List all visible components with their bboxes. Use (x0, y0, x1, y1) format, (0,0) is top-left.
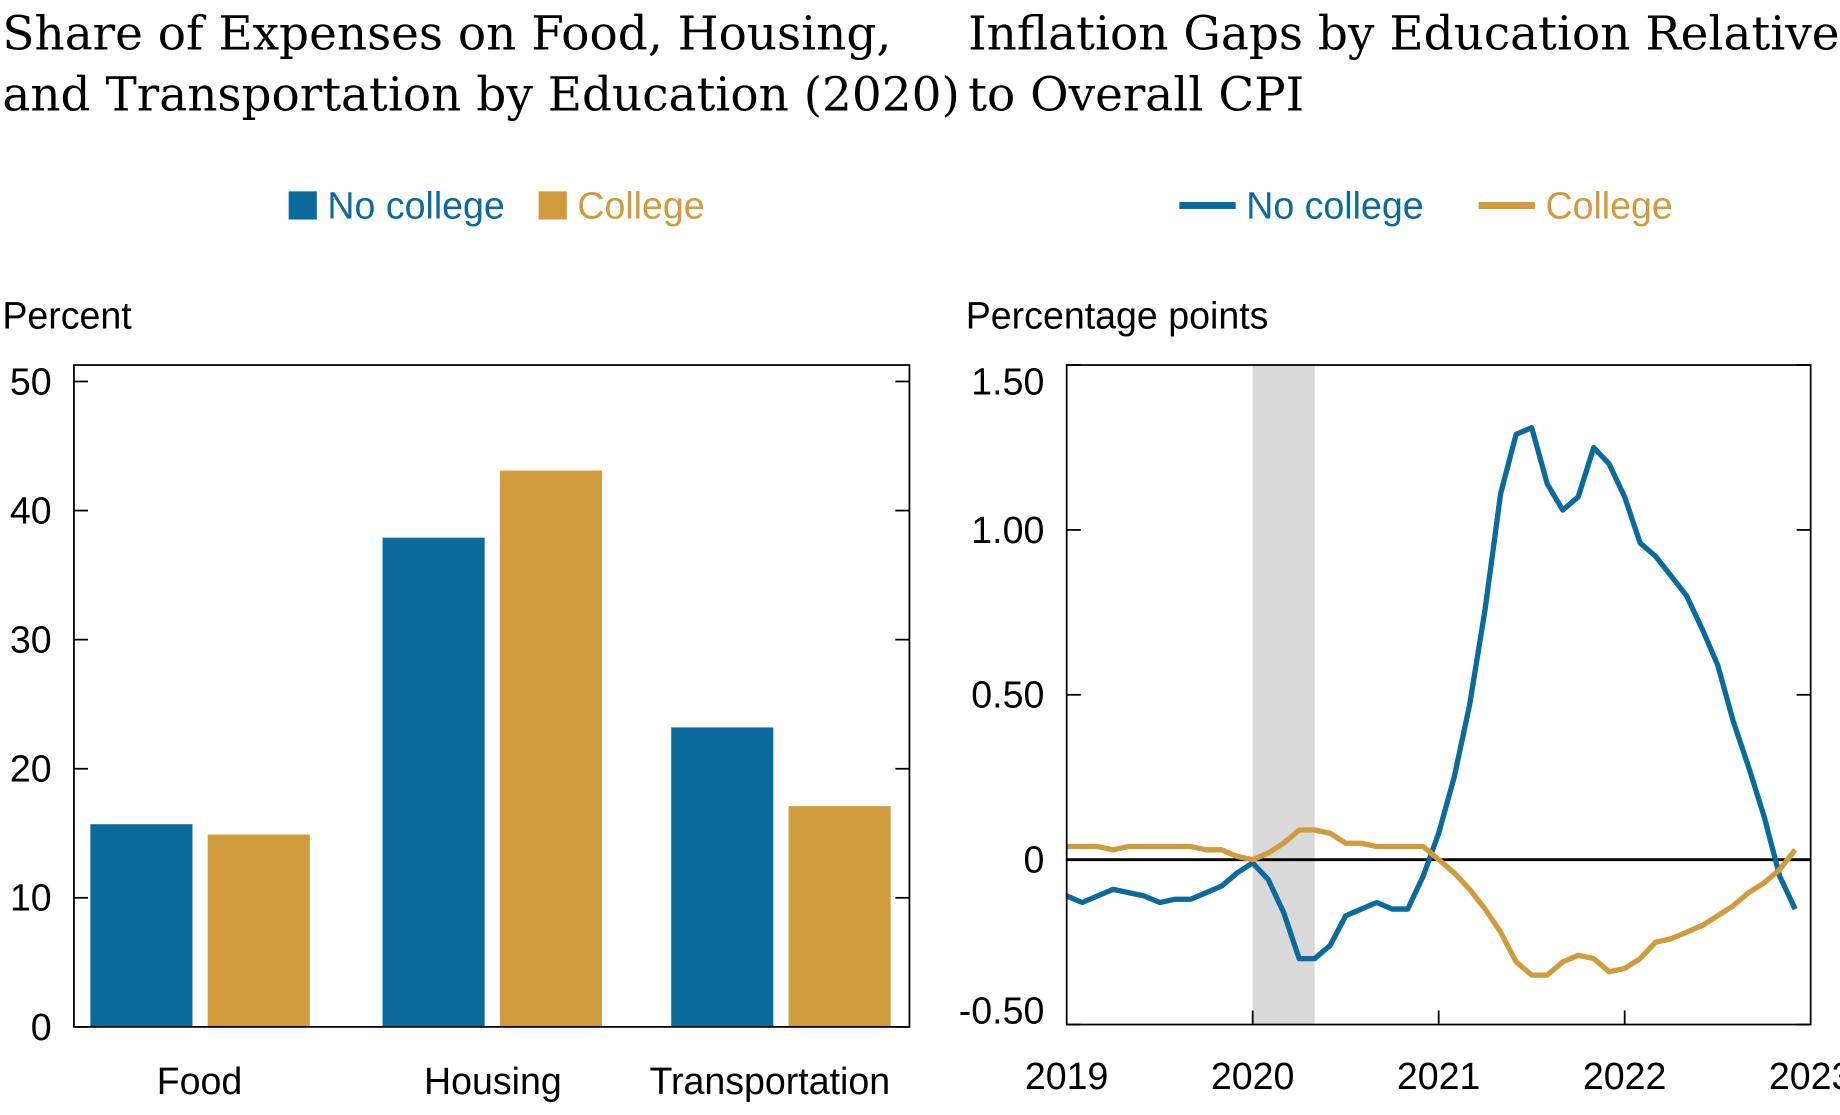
x-tick-label: 2019 (1025, 1055, 1109, 1097)
line-college (1066, 827, 1798, 978)
legend-label-no-college: No college (1246, 184, 1423, 226)
bar-plot-frame (73, 364, 911, 1028)
legend-label-no-college: No college (327, 184, 504, 226)
y-tick-label: 1.00 (971, 509, 1044, 551)
x-category-label: Housing (424, 1060, 562, 1102)
bar-y-axis-label: Percent (2, 295, 132, 337)
bar-chart-title-line-1: Share of Expenses on Food, Housing, (2, 6, 891, 61)
bar-housing-college (499, 470, 602, 1027)
bar-transportation-no-college (671, 727, 774, 1027)
x-tick-label: 2022 (1583, 1055, 1667, 1097)
bar-legend: No college College (288, 184, 705, 226)
line-y-axis-label: Percentage points (966, 295, 1269, 337)
bar-chart: Share of Expenses on Food, Housing, and … (2, 6, 959, 1101)
legend-label-college: College (1545, 184, 1672, 226)
bar-food-no-college (90, 824, 193, 1027)
legend-label-college: College (577, 184, 704, 226)
line-chart-title-line-1: Inflation Gaps by Education Relative (968, 6, 1839, 61)
bar-food-college (207, 834, 310, 1027)
legend-swatch-no-college (288, 191, 317, 220)
x-tick-label: 2021 (1397, 1055, 1481, 1097)
y-tick-label: 20 (10, 748, 52, 790)
y-tick-label: 10 (10, 877, 52, 919)
y-tick-label: 30 (10, 619, 52, 661)
bar-housing-no-college (382, 537, 485, 1027)
y-tick-label: 1.50 (971, 360, 1044, 402)
y-tick-label: 0.50 (971, 674, 1044, 716)
x-tick-label: 2023 (1769, 1055, 1840, 1097)
line-no-college (1065, 425, 1798, 962)
line-chart: Inflation Gaps by Education Relative to … (959, 6, 1840, 1097)
bar-chart-title-line-2: and Transportation by Education (2020) (2, 67, 959, 122)
y-tick-label: 40 (10, 489, 52, 531)
x-category-label: Food (157, 1060, 243, 1102)
bar-transportation-college (788, 806, 891, 1027)
x-tick-label: 2020 (1211, 1055, 1295, 1097)
y-tick-label: 50 (10, 360, 52, 402)
line-legend: No college College (1179, 184, 1673, 226)
x-category-label: Transportation (649, 1060, 890, 1102)
recession-shading (1252, 365, 1315, 1025)
legend-swatch-college (538, 191, 567, 220)
y-tick-label: 0 (31, 1006, 52, 1048)
y-tick-label: 0 (1023, 839, 1044, 881)
line-chart-title-line-2: to Overall CPI (968, 67, 1304, 122)
y-tick-label: -0.50 (959, 989, 1045, 1031)
